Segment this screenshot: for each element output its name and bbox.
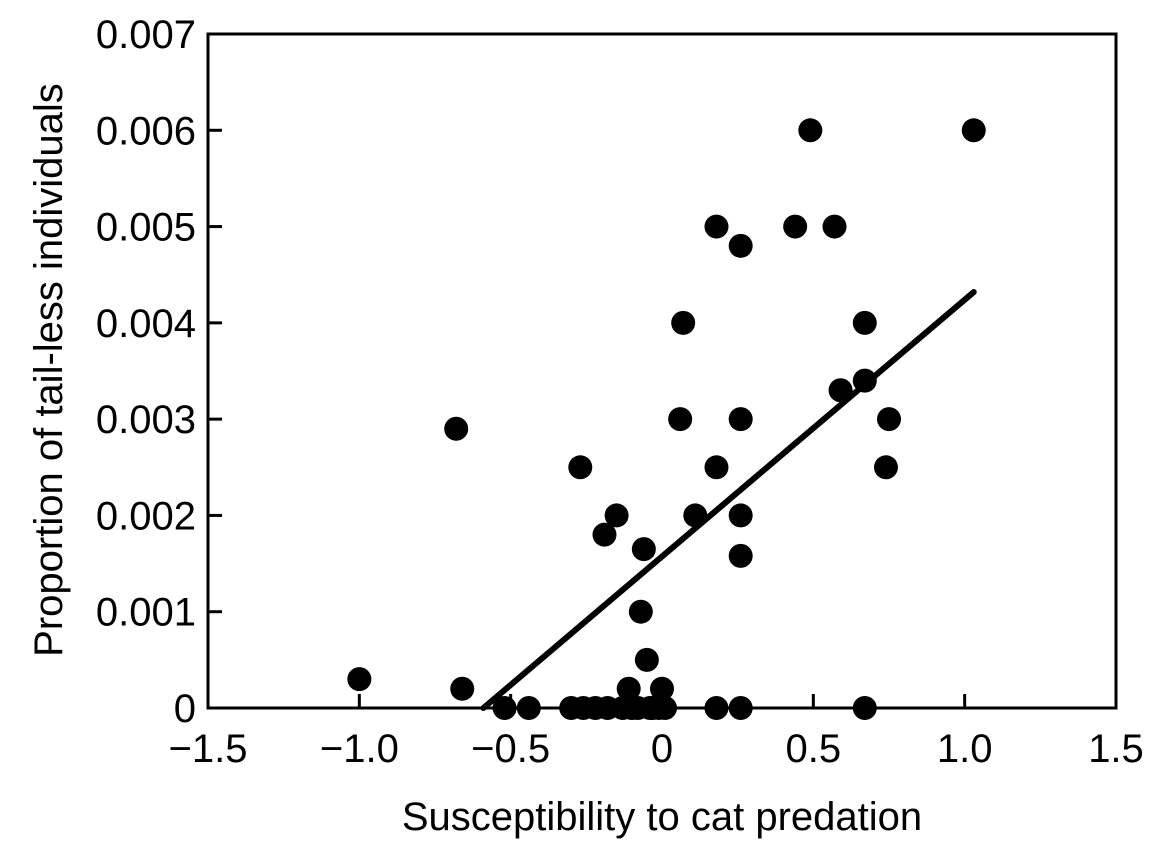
y-tick-label: 0.007 [96, 13, 196, 57]
data-point [616, 676, 641, 701]
regression-line [480, 289, 977, 711]
y-tick-label: 0.002 [96, 494, 196, 538]
x-tick-label: −1.5 [169, 727, 248, 771]
y-axis-tick-labels: 0 0.001 0.002 0.003 0.004 0.005 0.006 0.007 [96, 13, 196, 731]
data-point [852, 368, 877, 393]
x-tick-label: 0.5 [786, 727, 842, 771]
data-point [653, 696, 678, 720]
data-point [728, 696, 753, 720]
x-tick-label: 1.5 [1088, 727, 1144, 771]
x-tick-label: −1.0 [320, 727, 399, 771]
x-axis-label: Susceptibility to cat predation [402, 795, 922, 839]
data-point [592, 522, 617, 547]
data-point [492, 696, 517, 720]
data-point [873, 455, 898, 480]
x-tick-label: −0.5 [471, 727, 550, 771]
data-point [347, 667, 372, 692]
data-point [704, 214, 729, 239]
data-point [728, 543, 753, 568]
data-point [634, 647, 659, 672]
data-points [347, 118, 986, 720]
data-point [568, 455, 593, 480]
data-point [631, 537, 656, 562]
x-tick-label: 0 [651, 727, 673, 771]
data-point [852, 696, 877, 720]
regression-line-group [480, 289, 977, 711]
data-point [877, 407, 901, 432]
data-point [728, 233, 753, 258]
data-point [728, 503, 753, 528]
data-point [798, 118, 823, 143]
y-tick-label: 0.001 [96, 591, 196, 635]
data-point [961, 118, 986, 143]
y-axis-ticks [208, 32, 222, 710]
data-point [444, 416, 469, 441]
data-point [668, 407, 693, 432]
data-point [828, 378, 853, 403]
y-tick-label: 0.003 [96, 398, 196, 442]
data-point [628, 599, 653, 624]
data-point [728, 407, 753, 432]
data-point [671, 310, 696, 335]
data-point [822, 214, 847, 239]
data-point [683, 503, 708, 528]
data-point [516, 696, 541, 720]
data-point [783, 214, 808, 239]
y-axis-label: Proportion of tail-less individuals [27, 83, 71, 657]
y-tick-label: 0.004 [96, 302, 196, 346]
y-tick-label: 0.006 [96, 109, 196, 153]
y-tick-label: 0.005 [96, 206, 196, 250]
data-point [852, 310, 877, 335]
data-point [704, 455, 729, 480]
x-axis-tick-labels: −1.5 −1.0 −0.5 0 0.5 1.0 1.5 [169, 727, 1144, 771]
data-point [450, 676, 475, 701]
x-tick-label: 1.0 [937, 727, 993, 771]
data-point [704, 696, 729, 720]
data-point [650, 676, 674, 701]
data-point [604, 503, 629, 528]
y-tick-label: 0 [174, 687, 196, 731]
